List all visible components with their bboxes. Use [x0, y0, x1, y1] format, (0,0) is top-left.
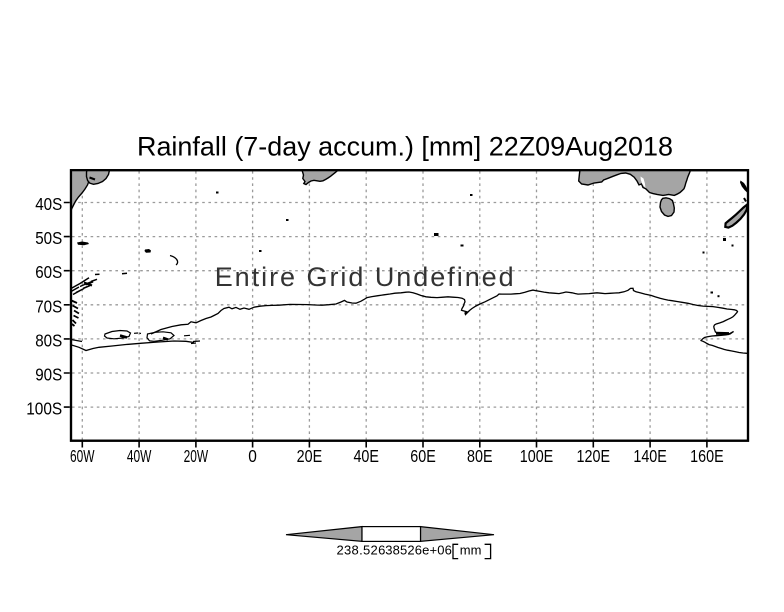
svg-text:20W: 20W — [184, 446, 209, 466]
svg-text:80E: 80E — [467, 446, 493, 466]
svg-text:60E: 60E — [410, 446, 436, 466]
svg-text:70S: 70S — [35, 296, 62, 316]
svg-text:40S: 40S — [35, 194, 62, 214]
svg-text:60W: 60W — [70, 446, 95, 466]
svg-text:90S: 90S — [35, 365, 62, 385]
svg-text:38526e+06: 38526e+06 — [385, 543, 452, 558]
svg-text:80S: 80S — [35, 330, 62, 350]
svg-text:140E: 140E — [633, 446, 667, 466]
svg-text:100S: 100S — [26, 399, 62, 419]
svg-text:100E: 100E — [520, 446, 554, 466]
svg-text:20E: 20E — [297, 446, 323, 466]
svg-text:0: 0 — [248, 446, 257, 466]
svg-text:mm: mm — [460, 543, 482, 558]
svg-text:238.526: 238.526 — [337, 543, 386, 558]
svg-text:40E: 40E — [353, 446, 379, 466]
svg-text:50S: 50S — [35, 228, 62, 248]
svg-text:60S: 60S — [35, 262, 62, 282]
svg-text:120E: 120E — [577, 446, 611, 466]
svg-text:40W: 40W — [127, 446, 152, 466]
svg-text:160E: 160E — [690, 446, 724, 466]
svg-text:Rainfall (7-day accum.) [mm] 2: Rainfall (7-day accum.) [mm] 22Z09Aug201… — [137, 132, 673, 162]
